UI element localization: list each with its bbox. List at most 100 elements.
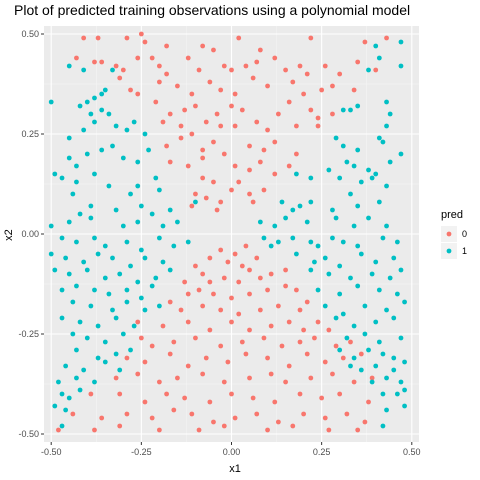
data-point-pred-0 (236, 35, 242, 41)
data-point-pred-1 (128, 263, 133, 269)
data-point-pred-0 (156, 79, 162, 85)
data-point-pred-1 (66, 395, 72, 401)
data-point-pred-0 (247, 167, 252, 173)
data-point-pred-1 (376, 135, 382, 141)
data-point-pred-0 (99, 59, 105, 65)
data-point-pred-1 (330, 235, 335, 241)
data-point-pred-0 (200, 271, 206, 277)
data-point-pred-1 (366, 215, 371, 221)
data-point-pred-0 (265, 83, 270, 89)
data-point-pred-0 (81, 35, 87, 41)
data-point-pred-0 (286, 99, 292, 105)
data-point-pred-1 (95, 323, 101, 329)
data-point-pred-0 (304, 351, 310, 357)
data-point-pred-1 (124, 127, 130, 133)
data-point-pred-1 (175, 219, 180, 225)
data-point-pred-0 (189, 411, 195, 417)
data-point-pred-1 (366, 347, 371, 353)
data-point-pred-0 (211, 47, 216, 53)
data-point-pred-0 (214, 207, 220, 213)
data-point-pred-0 (243, 351, 249, 357)
data-point-pred-1 (117, 271, 123, 277)
data-point-pred-0 (257, 275, 263, 281)
data-point-pred-0 (239, 263, 245, 269)
data-point-pred-1 (138, 247, 144, 253)
data-point-pred-0 (211, 179, 216, 185)
data-point-pred-1 (120, 223, 126, 229)
data-point-pred-1 (373, 363, 379, 369)
data-point-pred-0 (160, 323, 166, 329)
y-tick-label: 0.00 (21, 229, 39, 239)
x-tick-label: 0.50 (403, 447, 421, 457)
data-point-pred-1 (308, 239, 314, 245)
data-point-pred-1 (351, 355, 357, 361)
data-point-pred-0 (171, 407, 177, 413)
data-point-pred-0 (236, 279, 242, 285)
data-point-pred-0 (315, 319, 321, 325)
data-point-pred-1 (294, 171, 299, 177)
data-point-pred-1 (70, 299, 76, 305)
data-point-pred-0 (304, 299, 310, 305)
data-point-pred-1 (384, 223, 389, 229)
data-point-pred-0 (239, 339, 245, 345)
data-point-pred-0 (128, 87, 133, 93)
data-point-pred-1 (322, 255, 328, 261)
data-point-pred-1 (120, 155, 126, 161)
data-point-pred-1 (110, 143, 115, 149)
data-point-pred-1 (81, 367, 87, 373)
data-point-pred-1 (380, 235, 386, 241)
data-point-pred-1 (355, 243, 361, 249)
data-point-pred-0 (92, 427, 97, 433)
data-point-pred-1 (63, 255, 69, 261)
data-point-pred-1 (92, 287, 97, 293)
data-point-pred-0 (247, 143, 252, 149)
data-point-pred-0 (135, 91, 141, 97)
data-point-pred-1 (333, 315, 339, 321)
data-point-pred-0 (243, 243, 249, 249)
legend-key-0 (446, 231, 452, 237)
data-point-pred-1 (52, 267, 58, 273)
data-point-pred-1 (394, 291, 400, 297)
data-point-pred-1 (384, 123, 389, 129)
data-point-pred-0 (322, 415, 328, 421)
data-point-pred-1 (322, 303, 328, 309)
data-point-pred-0 (254, 59, 260, 65)
data-point-pred-0 (185, 363, 191, 369)
data-point-pred-0 (294, 123, 299, 129)
data-point-pred-1 (81, 127, 87, 133)
data-point-pred-1 (351, 163, 357, 169)
data-point-pred-1 (384, 307, 389, 313)
data-point-pred-1 (376, 287, 382, 293)
data-point-pred-0 (149, 343, 155, 349)
data-point-pred-0 (261, 187, 267, 193)
data-point-pred-0 (286, 319, 292, 325)
data-point-pred-1 (142, 131, 148, 137)
data-point-pred-1 (66, 63, 72, 69)
data-point-pred-1 (66, 271, 72, 277)
data-point-pred-1 (92, 95, 97, 101)
data-point-pred-0 (247, 291, 252, 297)
data-point-pred-1 (358, 367, 364, 373)
data-point-pred-1 (95, 251, 101, 257)
data-point-pred-1 (124, 239, 130, 245)
data-point-pred-1 (391, 315, 397, 321)
data-point-pred-0 (265, 127, 270, 133)
data-point-pred-0 (218, 123, 224, 129)
data-point-pred-0 (124, 35, 130, 41)
data-point-pred-0 (207, 79, 213, 85)
y-axis-ticks: -0.50 -0.25 0.00 0.25 0.50 (18, 29, 44, 439)
data-point-pred-1 (283, 215, 288, 221)
data-point-pred-1 (160, 223, 166, 229)
data-point-pred-1 (373, 259, 379, 265)
data-point-pred-1 (77, 319, 83, 325)
data-point-pred-0 (257, 159, 263, 165)
data-point-pred-0 (203, 119, 209, 125)
data-point-pred-0 (193, 335, 198, 341)
data-point-pred-1 (59, 287, 65, 293)
data-point-pred-0 (135, 55, 141, 61)
data-point-pred-1 (355, 147, 361, 153)
data-point-pred-1 (398, 335, 404, 341)
data-point-pred-0 (362, 419, 368, 425)
data-point-pred-1 (74, 239, 79, 245)
data-point-pred-1 (376, 199, 382, 205)
